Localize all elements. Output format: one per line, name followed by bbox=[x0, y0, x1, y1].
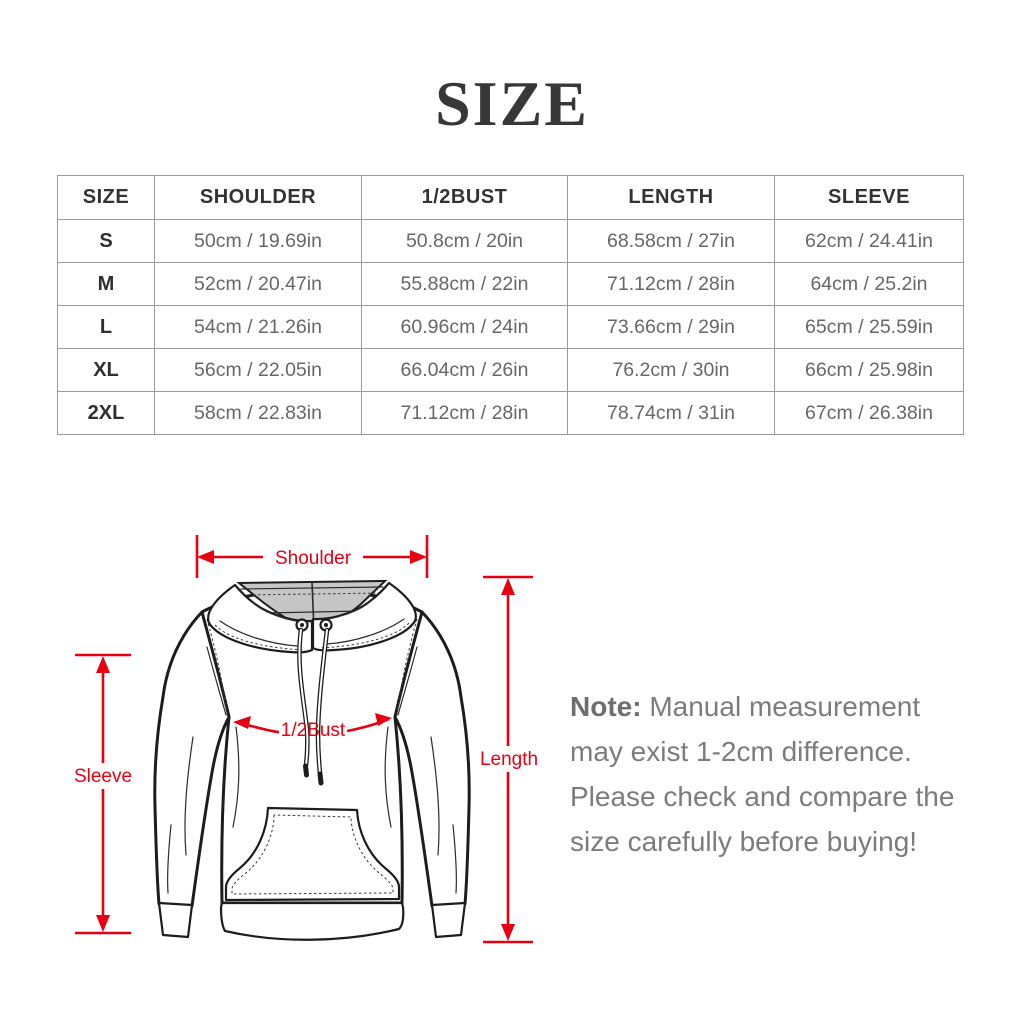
note-text: Manual measurement may exist 1-2cm diffe… bbox=[570, 691, 955, 857]
col-header-size: SIZE bbox=[57, 175, 155, 220]
shoulder-dimension-label: Shoulder bbox=[275, 548, 352, 569]
size-table-header-row: SIZE SHOULDER 1/2BUST LENGTH SLEEVE bbox=[57, 175, 964, 220]
pocket-stitching bbox=[231, 814, 394, 895]
right-cuff bbox=[430, 901, 467, 939]
drawstrings bbox=[297, 627, 330, 786]
shoulder-dimension-arrow: Shoulder bbox=[195, 535, 429, 578]
size-label: L bbox=[57, 305, 155, 349]
length-dimension-arrow: Length bbox=[480, 575, 538, 944]
table-row-xl: XL 56cm / 22.05in 66.04cm / 26in 76.2cm … bbox=[57, 348, 964, 392]
sleeve-value: 64cm / 25.2in bbox=[774, 262, 964, 306]
hoodie-measurement-diagram: Shoulder 1/2Bust Length Sleeve bbox=[74, 535, 538, 944]
sleeve-value: 65cm / 25.59in bbox=[774, 305, 964, 349]
page-title: SIZE bbox=[435, 68, 589, 139]
length-dimension-label: Length bbox=[480, 749, 538, 770]
bust-dimension-label: 1/2Bust bbox=[281, 720, 346, 741]
length-value: 73.66cm / 29in bbox=[567, 305, 775, 349]
col-header-shoulder: SHOULDER bbox=[154, 175, 362, 220]
length-value: 68.58cm / 27in bbox=[567, 219, 775, 263]
shoulder-value: 56cm / 22.05in bbox=[154, 348, 362, 392]
sleeve-value: 67cm / 26.38in bbox=[774, 391, 964, 435]
kangaroo-pocket bbox=[224, 806, 401, 902]
table-row-s: S 50cm / 19.69in 50.8cm / 20in 68.58cm /… bbox=[57, 219, 964, 263]
shoulder-value: 54cm / 21.26in bbox=[154, 305, 362, 349]
col-header-sleeve: SLEEVE bbox=[774, 175, 964, 220]
size-label: XL bbox=[57, 348, 155, 392]
bust-dimension-arrow: 1/2Bust bbox=[233, 713, 392, 741]
note-label: Note: bbox=[570, 691, 642, 722]
bust-value: 66.04cm / 26in bbox=[361, 348, 568, 392]
left-cuff bbox=[157, 901, 194, 939]
bust-value: 50.8cm / 20in bbox=[361, 219, 568, 263]
bust-value: 55.88cm / 22in bbox=[361, 262, 568, 306]
sleeve-dimension-label: Sleeve bbox=[74, 766, 132, 787]
shoulder-value: 50cm / 19.69in bbox=[154, 219, 362, 263]
shoulder-value: 58cm / 22.83in bbox=[154, 391, 362, 435]
bust-value: 71.12cm / 28in bbox=[361, 391, 568, 435]
col-header-bust: 1/2BUST bbox=[361, 175, 568, 220]
sleeve-dimension-arrow: Sleeve bbox=[74, 653, 132, 935]
measurement-note: Note: Manual measurement may exist 1-2cm… bbox=[570, 684, 970, 864]
length-value: 78.74cm / 31in bbox=[567, 391, 775, 435]
table-row-l: L 54cm / 21.26in 60.96cm / 24in 73.66cm … bbox=[57, 305, 964, 349]
table-row-m: M 52cm / 20.47in 55.88cm / 22in 71.12cm … bbox=[57, 262, 964, 306]
size-label: 2XL bbox=[57, 391, 155, 435]
size-table: SIZE SHOULDER 1/2BUST LENGTH SLEEVE S 50… bbox=[57, 175, 964, 435]
length-value: 71.12cm / 28in bbox=[567, 262, 775, 306]
hem-band bbox=[219, 901, 405, 941]
bust-value: 60.96cm / 24in bbox=[361, 305, 568, 349]
length-value: 76.2cm / 30in bbox=[567, 348, 775, 392]
sleeve-value: 62cm / 24.41in bbox=[774, 219, 964, 263]
size-label: M bbox=[57, 262, 155, 306]
table-row-2xl: 2XL 58cm / 22.83in 71.12cm / 28in 78.74c… bbox=[57, 391, 964, 435]
sleeve-value: 66cm / 25.98in bbox=[774, 348, 964, 392]
col-header-length: LENGTH bbox=[567, 175, 775, 220]
shoulder-value: 52cm / 20.47in bbox=[154, 262, 362, 306]
size-label: S bbox=[57, 219, 155, 263]
